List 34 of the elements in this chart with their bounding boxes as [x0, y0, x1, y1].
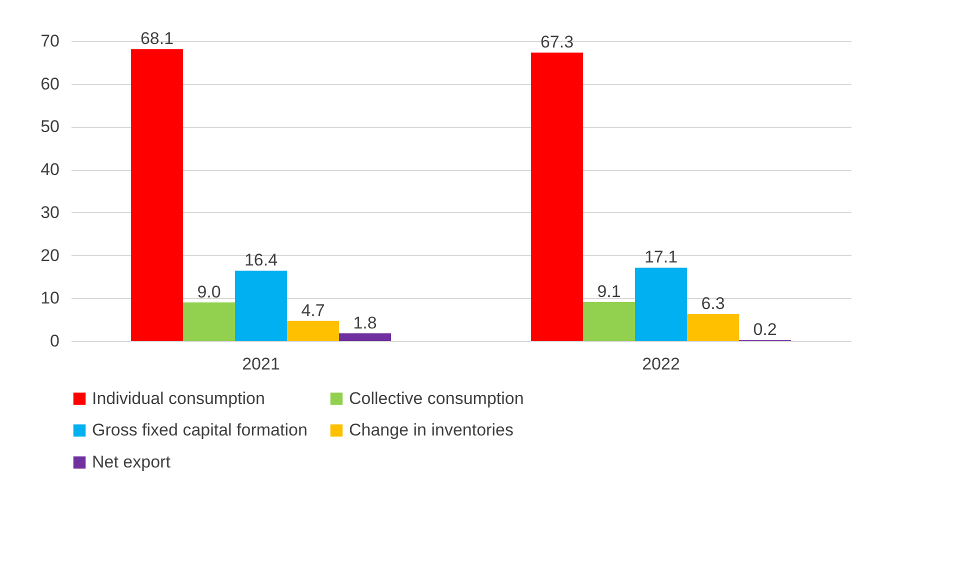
x-tick-label: 2021: [242, 354, 280, 374]
text: 68.1: [140, 29, 174, 48]
text: 9.1: [597, 282, 621, 301]
text: 6.3: [701, 294, 725, 313]
text: 9.0: [197, 282, 221, 302]
text: 4.7: [301, 300, 325, 320]
bar: [131, 49, 183, 341]
bar: [287, 320, 339, 341]
text: 1.8: [353, 313, 377, 332]
bar: [635, 268, 687, 341]
bar: [339, 333, 391, 341]
text: 0.2: [753, 320, 777, 340]
y-tick-label: 70: [40, 32, 60, 50]
x-tick-label: 2022: [642, 354, 680, 374]
y-tick-label: 10: [40, 288, 60, 308]
bar: [183, 302, 235, 341]
y-tick-label: 20: [40, 246, 60, 265]
text: 67.3: [540, 32, 574, 52]
y-tick-label: 50: [40, 117, 60, 136]
legend-label: Individual consumption: [92, 388, 265, 408]
bar: [687, 314, 739, 341]
y-tick-label: 0: [50, 332, 60, 350]
y-tick-label: 40: [40, 160, 60, 180]
y-tick-label: 30: [40, 202, 60, 222]
bar: [583, 302, 635, 341]
legend-label: Gross fixed capital formation: [92, 420, 308, 440]
legend-label: Collective consumption: [349, 388, 524, 408]
bar: [235, 270, 287, 341]
y-tick-label: 60: [40, 74, 60, 94]
text: 17.1: [644, 248, 678, 267]
bar: [531, 52, 583, 341]
text: 16.4: [244, 250, 278, 270]
legend-label: Net export: [92, 452, 171, 472]
legend-label: Change in inventories: [349, 420, 514, 440]
